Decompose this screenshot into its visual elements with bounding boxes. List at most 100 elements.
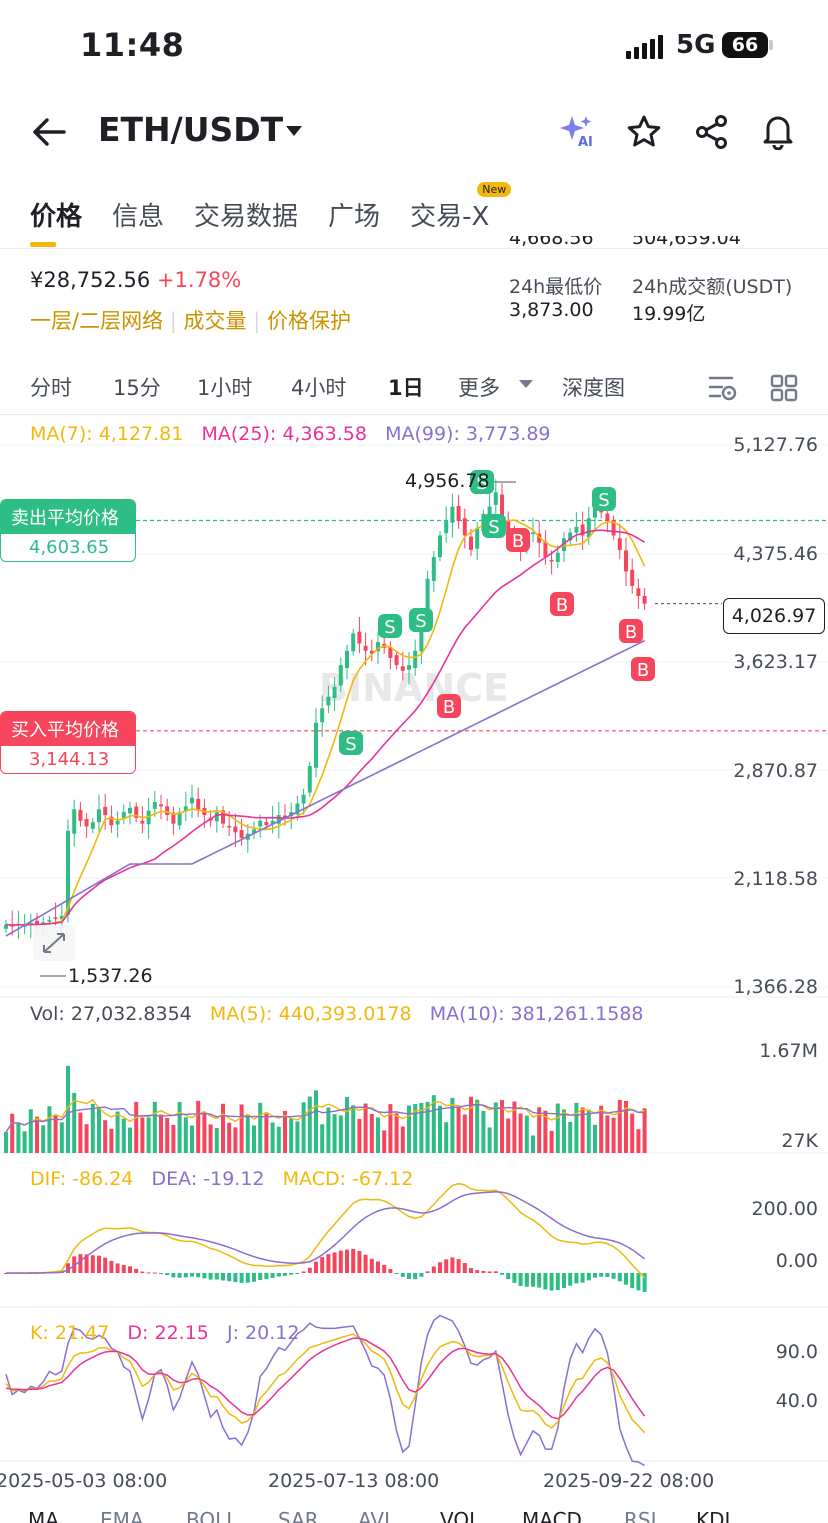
candle-body — [314, 722, 318, 768]
candle-body — [97, 809, 101, 823]
candle-body — [78, 809, 83, 821]
x-axis-label: 2025-09-22 08:00 — [543, 1470, 715, 1492]
indicator-rsi[interactable]: RSI — [624, 1508, 657, 1523]
volume-bar — [78, 1112, 83, 1153]
bell-icon[interactable] — [760, 112, 796, 150]
price-axis-label: 5,127.76 — [733, 434, 818, 456]
tab-square[interactable]: 广场 — [328, 202, 381, 232]
volume-bar — [320, 1124, 325, 1153]
sell-marker — [470, 470, 494, 494]
macd-panel — [4, 1182, 647, 1292]
volume-bar — [159, 1114, 163, 1153]
expand-icon[interactable] — [32, 924, 76, 962]
tab-price[interactable]: 价格 — [30, 196, 82, 247]
macd-bar — [245, 1273, 250, 1283]
indicator-macd[interactable]: MACD — [522, 1508, 582, 1523]
macd-bar — [462, 1263, 467, 1273]
volume-bar — [152, 1101, 157, 1153]
candle-body — [593, 506, 597, 518]
indicator-ma[interactable]: MA — [28, 1508, 59, 1523]
tag-price-protect[interactable]: 价格保护 — [266, 309, 351, 333]
macd-bar — [549, 1273, 554, 1291]
indicator-sar[interactable]: SAR — [278, 1508, 319, 1523]
volume-bar — [258, 1102, 263, 1153]
indicator-boll[interactable]: BOLL — [186, 1508, 238, 1523]
candle-body — [115, 820, 120, 825]
ai-sparkle-icon[interactable]: AI — [558, 114, 598, 150]
chart-settings-icon[interactable] — [708, 374, 738, 402]
candle-body — [345, 650, 349, 669]
candle-body — [227, 825, 232, 828]
volume-bar — [103, 1120, 108, 1153]
volume-bar — [369, 1113, 374, 1153]
candle-body — [152, 802, 157, 809]
sell-marker — [339, 731, 363, 755]
sell-marker-label: S — [488, 517, 499, 538]
tab-trading-data[interactable]: 交易数据 — [194, 202, 299, 232]
candle-body — [214, 812, 219, 822]
star-icon[interactable] — [626, 114, 662, 150]
tab-trade-x[interactable]: 交易-X New — [410, 182, 512, 233]
sell-avg-label: 卖出平均价格 — [1, 500, 135, 534]
candle-body — [636, 588, 641, 596]
tag-volume[interactable]: 成交量 — [183, 309, 247, 333]
k-line — [5, 1333, 646, 1434]
interval-1d[interactable]: 1日 — [388, 376, 424, 400]
macd-bar — [506, 1273, 511, 1280]
candle-body — [332, 686, 337, 698]
k-legend: K: 21.47 — [30, 1322, 110, 1344]
tab-info[interactable]: 信息 — [112, 202, 165, 232]
candle-body — [258, 820, 263, 827]
interval-1h[interactable]: 1小时 — [197, 376, 253, 400]
volume-bar — [326, 1107, 331, 1153]
volume-bar — [481, 1111, 486, 1153]
interval-time[interactable]: 分时 — [30, 376, 72, 400]
volume-bar — [66, 1065, 70, 1153]
macd-value-legend: MACD: -67.12 — [282, 1168, 414, 1190]
volume-bar — [84, 1124, 89, 1153]
buy-avg-value: 3,144.13 — [1, 746, 135, 773]
indicator-vol[interactable]: VOL — [440, 1508, 481, 1523]
volume-bar — [462, 1114, 467, 1153]
dif-legend: DIF: -86.24 — [30, 1168, 134, 1190]
candle-body — [59, 915, 64, 920]
interval-4h[interactable]: 4小时 — [291, 376, 347, 400]
macd-bar — [320, 1257, 325, 1273]
macd-bar — [66, 1263, 70, 1273]
volume-bar — [47, 1106, 52, 1153]
cny-price-row: ¥28,752.56 +1.78% — [30, 268, 241, 292]
candle-body — [506, 521, 511, 536]
volume-bar — [382, 1130, 387, 1153]
interval-depth[interactable]: 深度图 — [562, 376, 625, 400]
sell-marker-label: S — [345, 734, 356, 755]
volume-bar — [245, 1114, 250, 1153]
indicator-avl[interactable]: AVL — [358, 1508, 396, 1523]
macd-legend: DIF: -86.24 DEA: -19.12 MACD: -67.12 — [30, 1168, 413, 1190]
vol-axis-label: 27K — [781, 1130, 818, 1152]
macd-bar — [177, 1273, 182, 1278]
more-caret-icon[interactable] — [518, 378, 534, 390]
vol-ma10-legend: MA(10): 381,261.1588 — [429, 1003, 644, 1025]
layout-grid-icon[interactable] — [770, 374, 798, 402]
dropdown-caret-icon[interactable] — [284, 124, 304, 138]
share-icon[interactable] — [694, 114, 730, 150]
volume-bar — [53, 1115, 58, 1153]
current-price-tag[interactable]: 4,026.97 — [723, 598, 825, 634]
interval-15m[interactable]: 15分 — [113, 376, 161, 400]
back-arrow-icon[interactable] — [30, 114, 68, 150]
interval-more[interactable]: 更多 — [458, 376, 500, 400]
indicator-ema[interactable]: EMA — [100, 1508, 144, 1523]
volume-bar — [431, 1095, 436, 1153]
indicator-kdj[interactable]: KDJ — [696, 1508, 731, 1523]
volume-bar — [276, 1126, 281, 1153]
candle-body — [500, 494, 504, 522]
pair-title[interactable]: ETH/USDT — [98, 110, 284, 149]
buy-marker — [506, 528, 530, 552]
candle-body — [351, 633, 356, 652]
ma99-legend: MA(99): 3,773.89 — [385, 423, 551, 445]
indicator-tabs: MA EMA BOLL SAR AVL VOL MACD RSI KDJ — [0, 1508, 828, 1523]
volume-bar — [10, 1113, 15, 1153]
candle-body — [264, 821, 269, 826]
tag-layer-network[interactable]: 一层/二层网络 — [30, 309, 164, 333]
